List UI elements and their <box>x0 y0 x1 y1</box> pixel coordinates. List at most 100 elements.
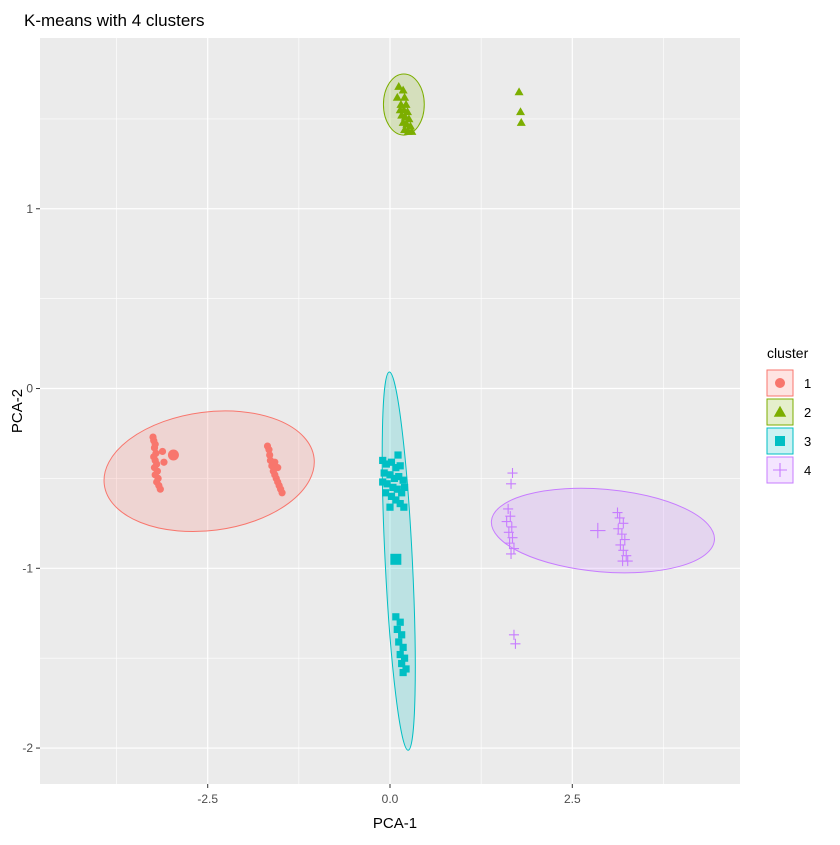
cluster-4-point <box>510 638 521 649</box>
cluster-2-point <box>394 82 404 90</box>
cluster-3-point <box>399 476 407 484</box>
cluster-1-point <box>158 447 167 456</box>
cluster-2-point <box>516 107 526 116</box>
cluster-4-point <box>614 512 625 523</box>
cluster-3-point <box>400 483 409 491</box>
cluster-4-point <box>508 629 519 640</box>
legend-item-2: 2 <box>766 398 811 426</box>
cluster-4-point <box>506 521 517 532</box>
cluster-4-point <box>612 507 623 518</box>
cluster-3-point <box>379 478 387 486</box>
cluster-3-point <box>386 503 394 511</box>
y-tick-label: 1 <box>26 202 33 216</box>
legend-item-3: 3 <box>766 427 811 455</box>
cluster-3-point <box>392 464 400 472</box>
cluster-2-point <box>392 92 402 101</box>
y-tick-label: -1 <box>22 561 33 575</box>
legend-label: 4 <box>804 463 811 478</box>
cluster-3-point <box>398 489 406 497</box>
legend-item-1: 1 <box>766 369 811 397</box>
cluster-3-point <box>399 668 407 677</box>
x-tick-label: 2.5 <box>564 792 581 806</box>
cluster-3-point <box>383 480 391 488</box>
y-tick-label: -2 <box>22 741 33 755</box>
legend-key-symbol <box>775 436 785 446</box>
cluster-3-point <box>395 638 403 646</box>
x-axis-ticks: -2.5 0.0 2.5 <box>197 784 581 806</box>
legend-key-box <box>766 369 794 397</box>
legend-item-4: 4 <box>766 456 811 484</box>
legend-label: 2 <box>804 405 811 420</box>
cluster-3-point <box>382 460 390 468</box>
legend-key-symbol <box>775 378 785 388</box>
cluster-3-point <box>399 643 407 651</box>
cluster-4-point <box>622 556 633 567</box>
cluster-4-point <box>506 478 517 489</box>
legend-label: 3 <box>804 434 811 449</box>
legend-key-symbol <box>773 463 787 477</box>
cluster-3-point <box>400 654 409 662</box>
cluster-3-point <box>396 618 404 626</box>
cluster-3-point <box>400 503 408 511</box>
cluster-4-point <box>501 516 512 527</box>
cluster-1-point <box>266 451 274 459</box>
cluster-1-point <box>156 485 164 493</box>
cluster-4-point <box>619 534 630 545</box>
cluster-3-point <box>393 485 401 493</box>
cluster-4-point <box>506 548 517 559</box>
y-axis-ticks: -2 -1 0 1 <box>22 202 40 755</box>
y-tick-label: 0 <box>26 382 33 396</box>
cluster-1-point <box>150 444 159 452</box>
cluster-3-point <box>380 469 388 477</box>
cluster-4-point <box>507 467 518 479</box>
cluster-3-point <box>382 489 390 497</box>
legend-title: cluster <box>767 345 809 361</box>
legend-key-symbol <box>773 405 787 417</box>
cluster-4-point <box>616 529 627 540</box>
cluster-2-point <box>516 117 526 126</box>
cluster-2-point <box>514 87 524 96</box>
data-points <box>149 82 633 677</box>
cluster-1-point <box>274 464 282 472</box>
x-tick-label: -2.5 <box>197 792 218 806</box>
cluster-4-point <box>621 550 632 561</box>
x-tick-label: 0.0 <box>382 792 399 806</box>
cluster-3-point <box>398 659 406 668</box>
cluster-3-point <box>396 462 404 470</box>
cluster-4-point <box>618 518 629 529</box>
cluster-4-point <box>615 539 626 550</box>
cluster-3-point <box>393 625 401 634</box>
cluster-3-point <box>390 474 398 483</box>
cluster-2-point <box>398 85 408 94</box>
cluster-3-point <box>389 483 397 491</box>
cluster-3-point <box>392 496 400 504</box>
x-axis-label: PCA-1 <box>373 815 417 832</box>
cluster-3-point <box>395 473 403 481</box>
cluster-3-point <box>379 456 387 465</box>
cluster-2-point <box>400 92 410 101</box>
legend-keys: 1 2 3 4 <box>766 369 811 484</box>
cluster-4-point <box>505 511 516 522</box>
cluster-3-point <box>392 613 400 621</box>
cluster-4-point <box>507 532 518 543</box>
cluster-3-point <box>394 451 402 459</box>
cluster-3-point <box>387 492 396 500</box>
cluster-4-point <box>504 538 515 549</box>
cluster-3-point <box>387 458 396 466</box>
cluster-3-point <box>398 631 406 639</box>
legend: cluster 1 2 3 4 <box>766 345 811 484</box>
chart-title: K-means with 4 clusters <box>24 11 204 30</box>
cluster-2-point <box>407 126 417 135</box>
legend-label: 1 <box>804 376 811 391</box>
cluster-3-point <box>396 499 404 508</box>
cluster-4-point <box>503 527 514 538</box>
cluster-1-point <box>271 458 279 466</box>
y-axis-label: PCA-2 <box>9 389 26 433</box>
cluster-1-point <box>265 446 273 454</box>
cluster-4-center <box>590 522 606 539</box>
cluster-1-point <box>278 489 286 497</box>
cluster-3-point <box>396 650 404 659</box>
cluster-1-point <box>160 458 168 466</box>
cluster-3-center <box>390 553 402 565</box>
